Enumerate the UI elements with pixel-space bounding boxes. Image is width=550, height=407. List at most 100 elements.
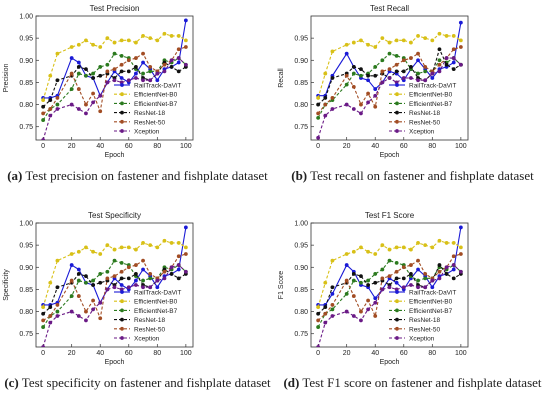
data-point-resnet-18 [394, 69, 399, 74]
data-point-efficientnet-b7 [373, 65, 378, 69]
data-point-resnet-50 [69, 71, 74, 76]
chart-panel-precision: Test Precision 0.75 0.80 0.85 0.90 0.95 1.00 0 2… [0, 0, 275, 200]
data-point-railtrack-davit [119, 76, 124, 80]
data-point-xception [134, 283, 138, 287]
legend-marker-resnet-18 [120, 317, 124, 322]
data-point-railtrack-davit [141, 60, 145, 65]
data-point-railtrack-davit [183, 225, 188, 230]
data-point-resnet-50 [148, 65, 153, 69]
legend-label: ResNet-18 [134, 110, 165, 117]
data-point-xception [366, 307, 370, 312]
data-point-resnet-18 [409, 272, 413, 276]
y-tick-label: 0.80 [19, 309, 33, 316]
data-point-railtrack-davit [69, 56, 74, 60]
data-point-resnet-18 [41, 311, 46, 316]
x-tick-label: 60 [400, 143, 408, 150]
data-point-efficientnet-b0 [98, 252, 103, 256]
data-point-resnet-18 [366, 73, 370, 78]
data-point-efficientnet-b0 [409, 247, 413, 252]
data-point-railtrack-davit [344, 51, 349, 56]
legend-marker-resnet-50 [120, 119, 124, 124]
legend-label: ResNet-50 [409, 119, 440, 126]
data-point-xception [316, 345, 321, 347]
data-point-resnet-50 [373, 104, 378, 109]
data-point-efficientnet-b7 [366, 278, 370, 283]
data-point-xception [148, 78, 153, 83]
data-point-resnet-18 [330, 76, 335, 80]
data-point-efficientnet-b0 [176, 34, 181, 38]
data-point-resnet-18 [119, 69, 124, 74]
x-axis-label: Epoch [105, 359, 125, 366]
data-point-xception [344, 102, 349, 107]
data-point-resnet-50 [423, 272, 428, 276]
chart-title: Test Specificity [88, 211, 141, 220]
chart-title: Test F1 Score [365, 211, 415, 220]
y-axis-label: Precision [3, 64, 10, 93]
data-point-xception [444, 265, 449, 270]
y-tick-label: 1.00 [294, 221, 308, 228]
data-point-efficientnet-b0 [148, 36, 153, 41]
data-point-railtrack-davit [430, 285, 435, 290]
data-point-resnet-50 [84, 309, 88, 314]
y-tick-label: 0.95 [19, 36, 33, 43]
caption-f1: (d) Test F1 score on fastener and fishpl… [275, 375, 550, 391]
data-point-efficientnet-b0 [323, 280, 328, 285]
caption-label: (b) [291, 168, 308, 183]
data-point-xception [373, 93, 378, 98]
data-point-efficientnet-b7 [387, 258, 392, 263]
x-axis-label: Epoch [380, 359, 400, 366]
data-point-xception [458, 62, 463, 67]
data-point-railtrack-davit [416, 58, 420, 63]
data-point-resnet-50 [76, 294, 81, 298]
x-tick-label: 80 [153, 350, 161, 357]
x-tick-label: 0 [41, 143, 45, 150]
x-tick-label: 20 [68, 143, 76, 150]
legend-marker-xception [395, 129, 399, 133]
data-point-efficientnet-b7 [41, 118, 46, 122]
legend-label: ResNet-18 [134, 317, 165, 324]
data-point-resnet-50 [344, 278, 349, 283]
data-point-resnet-18 [359, 274, 363, 279]
data-point-xception [423, 285, 428, 290]
data-point-efficientnet-b0 [76, 42, 81, 47]
data-point-railtrack-davit [458, 225, 463, 230]
data-point-efficientnet-b0 [91, 249, 95, 254]
series-group [41, 225, 188, 347]
data-point-xception [155, 278, 160, 283]
y-tick-label: 0.85 [294, 80, 308, 87]
x-tick-label: 0 [316, 350, 320, 357]
data-point-efficientnet-b0 [423, 243, 428, 248]
data-point-resnet-18 [366, 283, 370, 287]
data-point-efficientnet-b7 [359, 280, 363, 285]
data-point-efficientnet-b7 [380, 58, 385, 63]
data-point-xception [69, 309, 74, 314]
data-point-xception [112, 78, 117, 83]
data-point-efficientnet-b0 [430, 245, 435, 250]
data-point-efficientnet-b7 [380, 267, 385, 272]
data-point-resnet-50 [176, 254, 181, 259]
data-point-efficientnet-b0 [119, 38, 124, 43]
legend-marker-xception [120, 129, 124, 133]
data-point-efficientnet-b0 [55, 258, 60, 263]
legend-marker-xception [395, 336, 399, 340]
y-tick-label: 0.80 [19, 102, 33, 109]
data-point-resnet-18 [401, 69, 406, 74]
data-point-efficientnet-b7 [41, 325, 46, 329]
x-tick-label: 20 [343, 350, 351, 357]
data-point-resnet-18 [351, 65, 356, 69]
data-point-efficientnet-b7 [69, 294, 74, 298]
data-point-resnet-50 [401, 58, 406, 63]
data-point-efficientnet-b0 [105, 36, 110, 41]
data-point-xception [112, 285, 117, 290]
x-tick-label: 100 [180, 143, 192, 150]
data-point-efficientnet-b0 [423, 36, 428, 41]
data-point-efficientnet-b7 [148, 69, 153, 74]
data-point-xception [351, 107, 356, 111]
x-tick-label: 40 [96, 350, 104, 357]
data-point-xception [183, 269, 188, 274]
data-point-resnet-18 [48, 98, 53, 103]
data-point-efficientnet-b7 [316, 325, 321, 329]
data-point-efficientnet-b0 [91, 42, 95, 47]
y-tick-label: 0.85 [19, 287, 33, 294]
y-tick-label: 0.75 [294, 124, 308, 131]
